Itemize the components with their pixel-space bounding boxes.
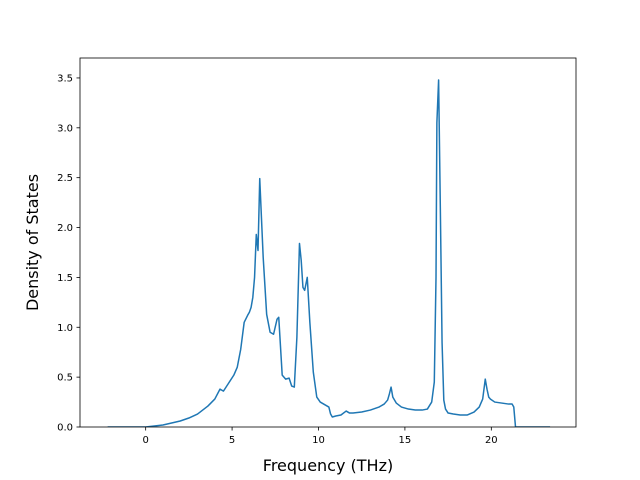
plot-layer <box>107 79 551 427</box>
y-tick-label: 2.5 <box>57 173 73 184</box>
y-tick-label: 1.0 <box>57 323 73 334</box>
x-axis-label: Frequency (THz) <box>263 456 393 475</box>
y-tick-label: 3.5 <box>57 73 73 84</box>
x-tick-label: 5 <box>229 435 235 446</box>
ticks-layer: 0 5 10 15 20 0.0 0.5 1.0 1.5 2.0 2.5 3.0 3.5 <box>57 73 498 446</box>
dos-series-line <box>107 79 551 427</box>
y-tick-label: 3.0 <box>57 123 73 134</box>
y-tick-label: 1.5 <box>57 273 73 284</box>
x-tick-label: 0 <box>142 435 148 446</box>
y-axis-label: Density of States <box>23 174 42 311</box>
x-tick-label: 15 <box>399 435 412 446</box>
y-tick-label: 2.0 <box>57 223 73 234</box>
y-tick-label: 0.0 <box>57 423 73 434</box>
axes-frame <box>79 57 577 428</box>
y-tick-label: 0.5 <box>57 373 73 384</box>
x-tick-label: 10 <box>312 435 325 446</box>
x-tick-label: 20 <box>485 435 498 446</box>
